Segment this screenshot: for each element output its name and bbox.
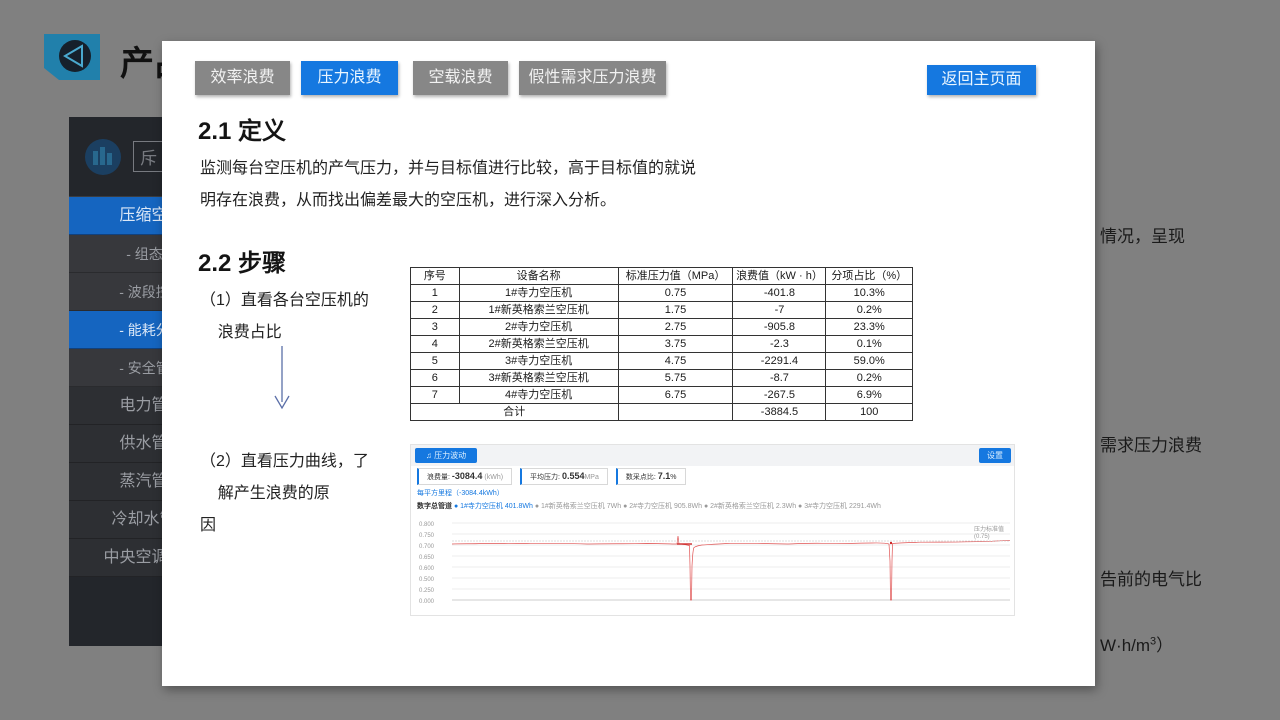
svg-text:0.500: 0.500 [419, 577, 435, 583]
svg-text:0.000: 0.000 [419, 599, 435, 605]
svg-text:0.650: 0.650 [419, 555, 435, 561]
svg-text:0.700: 0.700 [419, 544, 435, 550]
svg-text:0.800: 0.800 [419, 522, 435, 528]
svg-text:0.250: 0.250 [419, 588, 435, 594]
svg-text:0.750: 0.750 [419, 533, 435, 539]
svg-text:0.600: 0.600 [419, 566, 435, 572]
